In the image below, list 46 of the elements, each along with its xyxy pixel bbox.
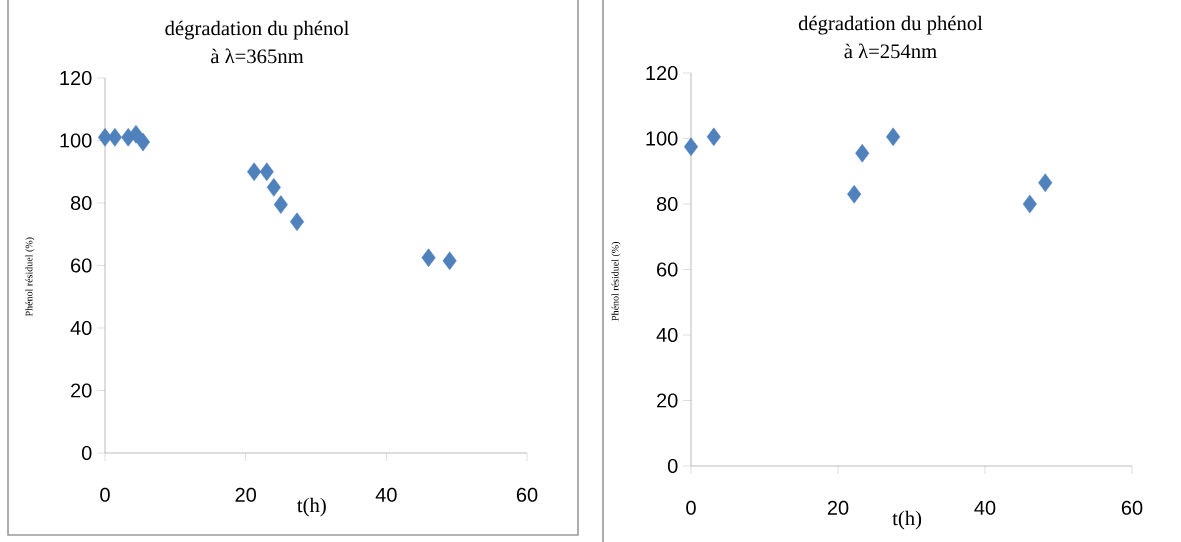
y-tick-label: 100 xyxy=(646,131,678,146)
y-tick-label: 20 xyxy=(71,383,92,398)
x-tick-label: 60 xyxy=(516,487,538,502)
x-tick-label: 40 xyxy=(375,487,397,502)
y-tick-label: 100 xyxy=(60,133,92,148)
point xyxy=(290,212,305,232)
y-tick-label: 120 xyxy=(646,65,678,81)
y-tick-label: 60 xyxy=(71,258,92,273)
y-tick-label: 80 xyxy=(70,195,92,211)
point xyxy=(1022,194,1037,214)
point xyxy=(266,178,281,197)
x-tick-label: 0 xyxy=(686,500,696,515)
y-axis-title: Phénol résiduel (%) xyxy=(611,242,621,321)
point xyxy=(135,132,151,152)
point xyxy=(683,137,699,156)
chart-title: dégradation du phénol xyxy=(798,15,983,35)
y-tick-label: 20 xyxy=(657,393,678,408)
point xyxy=(259,162,274,182)
chart-subtitle: à λ=365nm xyxy=(211,48,304,64)
point xyxy=(706,127,721,147)
x-axis-title: t(h) xyxy=(892,510,922,530)
y-tick-label: 60 xyxy=(657,262,678,277)
point xyxy=(1038,173,1053,192)
point xyxy=(421,248,436,267)
y-tick-label: 120 xyxy=(60,70,92,86)
x-tick-label: 20 xyxy=(827,500,849,515)
point xyxy=(107,128,122,147)
y-axis-title: Phénol résiduel (%) xyxy=(25,237,35,317)
point xyxy=(886,127,901,147)
y-tick-label: 0 xyxy=(81,445,92,461)
y-tick-label: 40 xyxy=(656,327,678,343)
chart-subtitle: à λ=254nm xyxy=(844,43,937,59)
x-tick-label: 40 xyxy=(974,500,996,515)
x-tick-label: 20 xyxy=(235,487,256,502)
y-tick-label: 40 xyxy=(70,320,92,336)
point xyxy=(847,184,862,204)
chart-title: dégradation du phénol xyxy=(165,20,349,40)
x-tick-label: 60 xyxy=(1121,500,1143,515)
y-tick-label: 80 xyxy=(656,196,678,212)
x-tick-label: 0 xyxy=(100,487,110,502)
point xyxy=(855,143,870,163)
x-axis-title: t(h) xyxy=(297,497,326,517)
y-tick-label: 0 xyxy=(667,458,678,474)
point xyxy=(273,195,288,214)
point xyxy=(247,162,262,182)
point xyxy=(442,251,457,271)
